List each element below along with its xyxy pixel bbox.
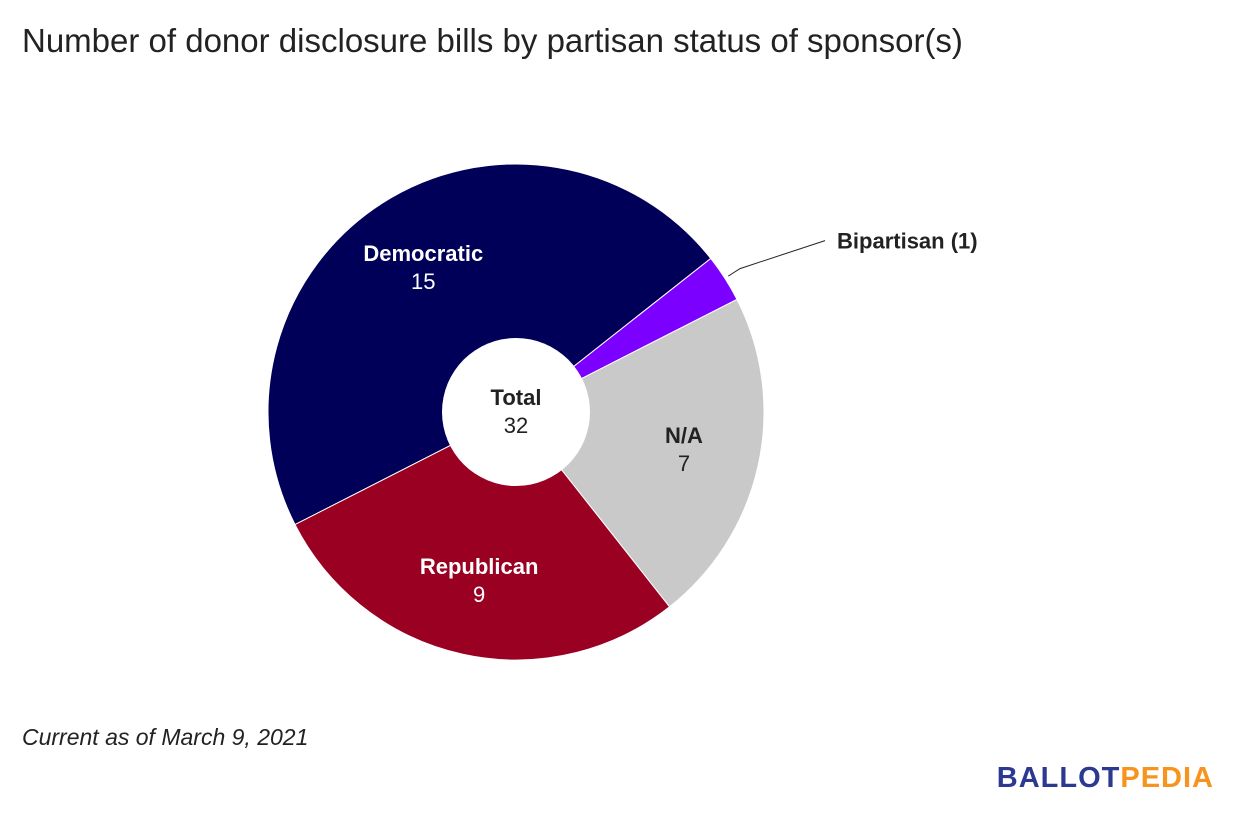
pie-slice-republican: [294, 411, 671, 661]
center-total-label: Total: [491, 385, 542, 410]
donut-center-hole: [442, 338, 590, 486]
slice-label-bipartisan: Bipartisan (1): [837, 229, 978, 254]
slice-label-n-a: N/A: [665, 423, 703, 448]
ballotpedia-logo[interactable]: BALLOTPEDIA: [997, 762, 1214, 795]
logo-text-ballot: BALLOT: [996, 762, 1121, 794]
slice-value-n-a: 7: [678, 451, 690, 476]
slice-label-democratic: Democratic: [363, 241, 483, 266]
footnote: Current as of March 9, 2021: [22, 724, 309, 750]
slice-label-republican: Republican: [420, 554, 539, 579]
pie-slice-n-a: [515, 298, 765, 608]
slice-value-democratic: 15: [411, 269, 435, 294]
labels-layer: Democratic 15 Bipartisan (1) N/A 7 Republican…: [363, 229, 977, 607]
slice-value-republican: 9: [473, 582, 485, 607]
chart-title: Number of donor disclosure bills by part…: [22, 22, 963, 59]
leader-line-bipartisan: [727, 240, 826, 277]
logo-text-pedia: PEDIA: [1120, 762, 1214, 794]
center-total-value: 32: [504, 413, 528, 438]
